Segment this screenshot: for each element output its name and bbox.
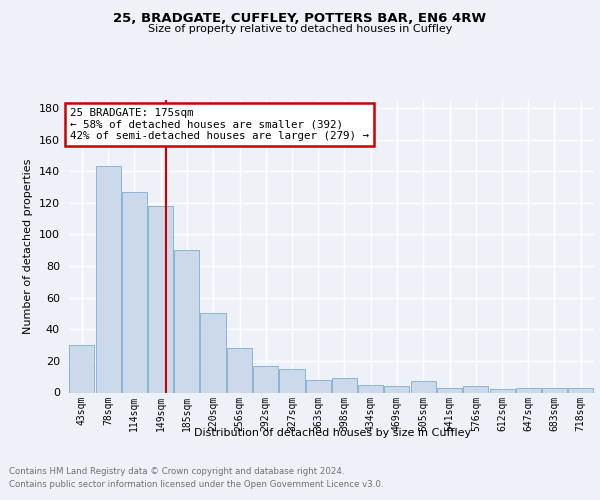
Bar <box>200 314 226 392</box>
Bar <box>490 390 515 392</box>
Bar <box>70 345 94 393</box>
Text: Distribution of detached houses by size in Cuffley: Distribution of detached houses by size … <box>194 428 472 438</box>
Bar <box>305 380 331 392</box>
Bar <box>227 348 252 393</box>
Bar <box>516 388 541 392</box>
Bar <box>95 166 121 392</box>
Bar <box>463 386 488 392</box>
Bar <box>568 388 593 392</box>
Bar <box>542 388 567 392</box>
Bar <box>332 378 357 392</box>
Text: Contains HM Land Registry data © Crown copyright and database right 2024.: Contains HM Land Registry data © Crown c… <box>9 468 344 476</box>
Bar <box>411 382 436 392</box>
Bar <box>358 384 383 392</box>
Bar <box>174 250 199 392</box>
Bar <box>280 369 305 392</box>
Bar <box>148 206 173 392</box>
Text: Size of property relative to detached houses in Cuffley: Size of property relative to detached ho… <box>148 24 452 34</box>
Bar <box>437 388 462 392</box>
Text: Contains public sector information licensed under the Open Government Licence v3: Contains public sector information licen… <box>9 480 383 489</box>
Text: 25, BRADGATE, CUFFLEY, POTTERS BAR, EN6 4RW: 25, BRADGATE, CUFFLEY, POTTERS BAR, EN6 … <box>113 12 487 26</box>
Bar <box>122 192 147 392</box>
Text: 25 BRADGATE: 175sqm
← 58% of detached houses are smaller (392)
42% of semi-detac: 25 BRADGATE: 175sqm ← 58% of detached ho… <box>70 108 369 141</box>
Bar <box>385 386 409 392</box>
Bar <box>253 366 278 392</box>
Y-axis label: Number of detached properties: Number of detached properties <box>23 158 33 334</box>
